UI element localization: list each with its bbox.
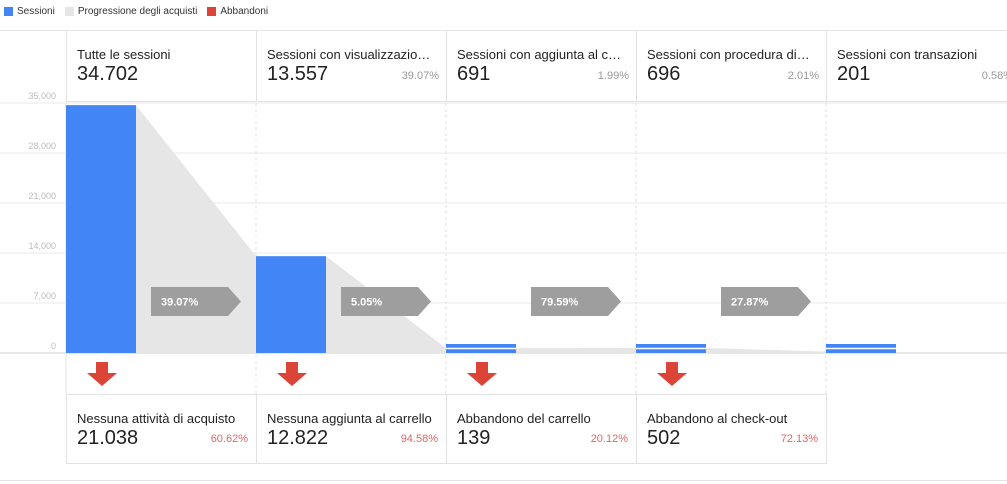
stage-header[interactable]: Sessioni con visualizzazione del prodott… xyxy=(256,31,447,102)
dropoff-value: 139 xyxy=(457,427,491,449)
legend-item-sessions[interactable]: Sessioni xyxy=(4,6,55,17)
dropoff-value: 502 xyxy=(647,427,681,449)
dropoff-name: Nessuna aggiunta al carrello xyxy=(267,411,432,426)
legend-swatch xyxy=(4,6,13,16)
legend-item-dropoffs[interactable]: Abbandoni xyxy=(207,6,268,17)
stage-percent: 1.99% xyxy=(597,70,629,82)
stage-value: 696 xyxy=(647,63,681,85)
dropoff-value: 12.822 xyxy=(267,427,329,449)
bottom-divider xyxy=(0,480,1007,481)
legend-swatch xyxy=(64,6,74,16)
legend-label: Progressione degli acquisti xyxy=(77,5,198,17)
stage-header[interactable]: Sessioni con transazioni 201 0.58% xyxy=(826,31,1007,102)
dropoff-name: Abbandono del carrello xyxy=(457,411,591,426)
stage-name: Sessioni con visualizzazione del prodott… xyxy=(267,47,437,62)
stage-value: 34.702 xyxy=(77,63,139,85)
legend-label: Abbandoni xyxy=(220,5,269,17)
dropoff-box[interactable]: Nessuna aggiunta al carrello 12.822 94.5… xyxy=(256,394,447,464)
progression-arrow xyxy=(531,287,621,316)
dropoff-arrow-icon xyxy=(87,362,117,386)
progression-band xyxy=(706,348,826,353)
y-tick-label: 28,000 xyxy=(28,141,56,151)
y-tick-label: 7,000 xyxy=(33,291,56,301)
dropoff-percent: 72.13% xyxy=(780,433,818,445)
dropoff-value: 21.038 xyxy=(77,427,139,449)
y-tick-label: 21,000 xyxy=(28,191,56,201)
y-tick-label: 0 xyxy=(51,341,56,351)
y-tick-label: 14,000 xyxy=(28,241,56,251)
legend-item-progression[interactable]: Progressione degli acquisti xyxy=(64,5,198,17)
stage-header[interactable]: Sessioni con aggiunta al carrello 691 1.… xyxy=(446,31,637,102)
progression-band xyxy=(516,348,636,353)
dropoff-arrow-icon xyxy=(467,362,497,386)
legend-swatch xyxy=(207,6,217,16)
stage-header[interactable]: Sessioni con procedura di pagamento 696 … xyxy=(636,31,827,102)
progression-arrow xyxy=(721,287,811,316)
stage-header[interactable]: Tutte le sessioni 34.702 xyxy=(66,31,257,102)
dropoff-name: Abbandono al check-out xyxy=(647,411,788,426)
stage-value: 201 xyxy=(837,63,871,85)
stage-percent: 2.01% xyxy=(787,70,819,82)
legend: Sessioni Progressione degli acquisti Abb… xyxy=(4,4,278,18)
y-tick-label: 35,000 xyxy=(28,91,56,101)
session-bar xyxy=(256,256,326,353)
legend-label: Sessioni xyxy=(17,5,55,17)
progression-arrow xyxy=(341,287,431,316)
progression-rate-label: 79.59% xyxy=(541,297,579,309)
stage-value: 13.557 xyxy=(267,63,329,85)
stage-percent: 39.07% xyxy=(401,70,439,82)
session-bar xyxy=(66,105,136,353)
dropoff-arrow-icon xyxy=(657,362,687,386)
dropoff-name: Nessuna attività di acquisto xyxy=(77,411,236,426)
stage-name: Sessioni con procedura di pagamento xyxy=(647,47,812,62)
dropoff-box[interactable]: Nessuna attività di acquisto 21.038 60.6… xyxy=(66,394,257,464)
stage-name: Sessioni con aggiunta al carrello xyxy=(457,47,625,62)
top-divider xyxy=(0,30,1007,31)
dropoff-percent: 20.12% xyxy=(590,433,628,445)
stage-value: 691 xyxy=(457,63,491,85)
progression-rate-label: 5.05% xyxy=(351,297,382,309)
progression-arrow xyxy=(151,287,241,316)
stage-name: Sessioni con transazioni xyxy=(837,47,978,62)
dropoff-percent: 60.62% xyxy=(210,433,248,445)
dropoff-box[interactable]: Abbandono al check-out 502 72.13% xyxy=(636,394,827,464)
dropoff-box[interactable]: Abbandono del carrello 139 20.12% xyxy=(446,394,637,464)
stage-percent: 0.58% xyxy=(981,70,1007,82)
dropoff-percent: 94.58% xyxy=(400,433,438,445)
progression-rate-label: 27.87% xyxy=(731,297,769,309)
dropoff-arrow-icon xyxy=(277,362,307,386)
progression-rate-label: 39.07% xyxy=(161,297,199,309)
stage-name: Tutte le sessioni xyxy=(77,47,171,62)
